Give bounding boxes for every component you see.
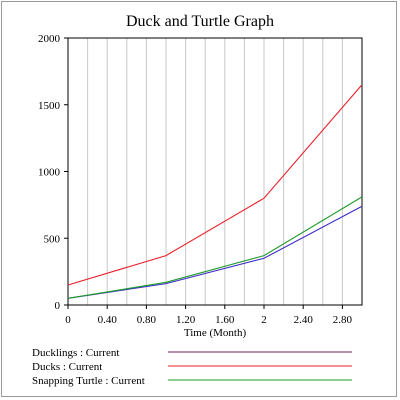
x-tick-label: 2 (261, 314, 267, 326)
x-tick-label: 1.60 (215, 314, 235, 326)
legend-label: Ducks : Current (32, 361, 102, 373)
y-tick-label: 1500 (38, 100, 61, 112)
y-tick-label: 500 (44, 233, 61, 245)
grid (87, 38, 343, 305)
chart-title: Duck and Turtle Graph (126, 13, 274, 30)
x-axis-label: Time (Month) (184, 327, 247, 339)
x-tick-label: 2.80 (333, 314, 353, 326)
legend: Ducklings : Current Ducks : Current Snappi… (32, 347, 352, 387)
y-tick-label: 1000 (38, 167, 61, 179)
series-line (67, 205, 363, 299)
series-line (67, 196, 363, 299)
x-tick-label: 0.40 (98, 314, 118, 326)
legend-label: Ducklings : Current (32, 347, 119, 359)
x-tick-label: 2.40 (294, 314, 314, 326)
x-axis: 0 0.40 0.80 1.20 1.60 2 2.40 2.80 (65, 305, 353, 326)
y-axis: 0 500 1000 1500 2000 (38, 33, 68, 312)
legend-label: Snapping Turtle : Current (32, 375, 145, 387)
x-tick-label: 0.80 (137, 314, 157, 326)
series-lines (67, 84, 363, 299)
x-tick-label: 0 (65, 314, 71, 326)
x-tick-label: 1.20 (176, 314, 196, 326)
y-tick-label: 0 (55, 300, 61, 312)
series-line (67, 84, 363, 286)
y-tick-label: 2000 (38, 33, 61, 45)
plot-area (67, 37, 363, 306)
